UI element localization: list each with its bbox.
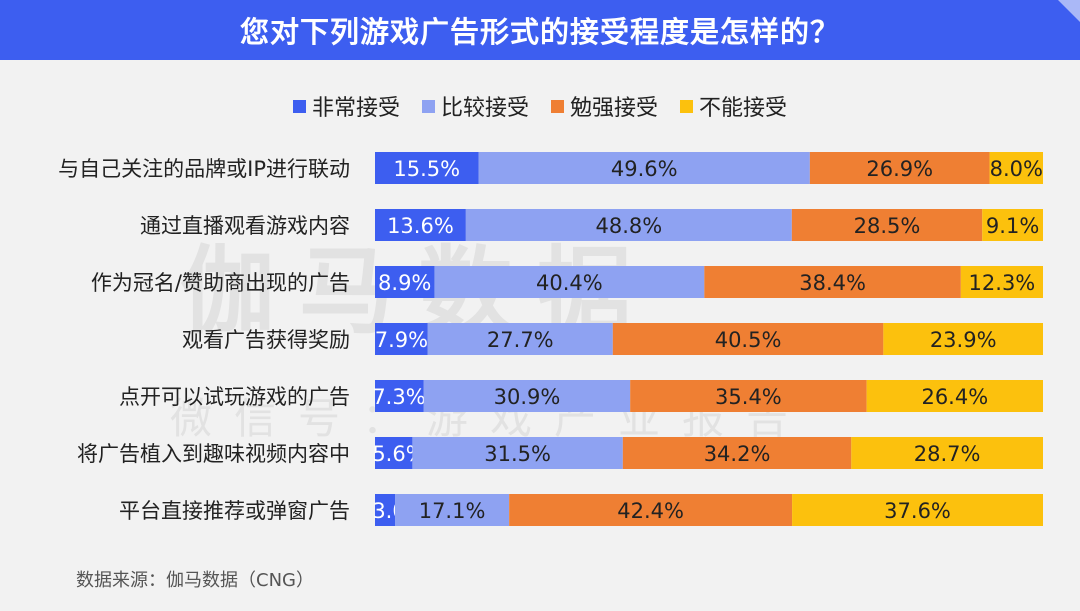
bar-segment-0-1 bbox=[478, 152, 810, 184]
bar-segment-1-1 bbox=[465, 209, 792, 241]
data-label-3-2: 40.5% bbox=[715, 328, 782, 352]
legend-swatch-0 bbox=[292, 99, 306, 113]
legend-swatch-2 bbox=[551, 99, 564, 113]
legend-item-0: 非常接受 bbox=[292, 90, 400, 122]
data-label-3-0: 7.9% bbox=[375, 328, 428, 352]
data-label-0-1: 49.6% bbox=[611, 157, 678, 181]
category-label-0: 与自己关注的品牌或IP进行联动 bbox=[58, 157, 350, 181]
bar-segment-1-2 bbox=[791, 209, 983, 241]
data-label-1-0: 13.6% bbox=[387, 214, 454, 238]
data-label-2-1: 40.4% bbox=[536, 271, 603, 295]
data-label-4-0: 7.3% bbox=[372, 385, 425, 409]
data-label-6-2: 42.4% bbox=[617, 499, 684, 523]
data-label-0-2: 26.9% bbox=[866, 157, 933, 181]
data-label-1-3: 9.1% bbox=[986, 214, 1039, 238]
bar-segment-3-3 bbox=[883, 323, 1043, 355]
bar-segment-5-0 bbox=[375, 437, 413, 469]
data-label-2-2: 38.4% bbox=[799, 271, 866, 295]
bar-segment-2-0 bbox=[375, 266, 435, 298]
bar-segment-2-2 bbox=[704, 266, 961, 298]
category-label-1: 通过直播观看游戏内容 bbox=[140, 214, 350, 238]
title-bar: 您对下列游戏广告形式的接受程度是怎样的？ bbox=[0, 0, 1080, 60]
data-label-5-2: 34.2% bbox=[704, 442, 771, 466]
data-label-0-3: 8.0% bbox=[990, 157, 1043, 181]
bar-segment-5-1 bbox=[412, 437, 623, 469]
source-note: 数据来源：伽马数据（CNG） bbox=[76, 570, 314, 591]
bar-segment-4-1 bbox=[423, 380, 631, 412]
legend-swatch-3 bbox=[680, 99, 694, 113]
category-label-4: 点开可以试玩游戏的广告 bbox=[119, 385, 350, 409]
bar-segment-5-2 bbox=[622, 437, 852, 469]
bar-segment-1-3 bbox=[982, 209, 1043, 241]
legend-item-3: 不能接受 bbox=[680, 90, 787, 122]
bar-segment-4-0 bbox=[375, 380, 424, 412]
data-label-0-0: 15.5% bbox=[393, 157, 460, 181]
data-label-6-1: 17.1% bbox=[419, 499, 486, 523]
bar-segment-6-2 bbox=[509, 494, 793, 526]
data-label-4-1: 30.9% bbox=[494, 385, 561, 409]
category-label-2: 作为冠名/赞助商出现的广告 bbox=[91, 271, 350, 295]
data-label-4-2: 35.4% bbox=[715, 385, 782, 409]
legend-swatch-1 bbox=[421, 99, 435, 113]
data-label-1-2: 28.5% bbox=[854, 214, 921, 238]
data-label-3-1: 27.7% bbox=[487, 328, 554, 352]
bar-segment-0-0 bbox=[375, 152, 479, 184]
bar-segment-3-2 bbox=[612, 323, 884, 355]
bar-segment-6-0 bbox=[375, 494, 396, 526]
bar-segment-4-2 bbox=[630, 380, 867, 412]
bar-segment-3-1 bbox=[427, 323, 613, 355]
bar-segment-0-3 bbox=[989, 152, 1043, 184]
data-label-6-3: 37.6% bbox=[884, 499, 951, 523]
legend-label-3: 不能接受 bbox=[699, 96, 788, 121]
bar-segment-1-0 bbox=[375, 209, 466, 241]
category-label-3: 观看广告获得奖励 bbox=[182, 328, 350, 352]
bar-segment-2-1 bbox=[434, 266, 705, 298]
bar-segment-6-1 bbox=[395, 494, 510, 526]
bar-segment-4-3 bbox=[866, 380, 1043, 412]
category-label-5: 将广告植入到趣味视频内容中 bbox=[77, 442, 350, 466]
bar-segment-6-3 bbox=[792, 494, 1043, 526]
bar-segment-3-0 bbox=[375, 323, 428, 355]
data-label-3-3: 23.9% bbox=[930, 328, 997, 352]
legend-label-0: 非常接受 bbox=[311, 96, 400, 121]
bar-segment-2-3 bbox=[960, 266, 1043, 298]
corner-decoration bbox=[1058, 0, 1080, 22]
chart-title: 您对下列游戏广告形式的接受程度是怎样的？ bbox=[239, 15, 840, 49]
data-label-2-0: 8.9% bbox=[378, 271, 431, 295]
legend-item-1: 比较接受 bbox=[421, 90, 529, 122]
bar-segment-5-3 bbox=[851, 437, 1043, 469]
data-label-2-3: 12.3% bbox=[969, 271, 1036, 295]
data-label-1-1: 48.8% bbox=[595, 214, 662, 238]
category-label-6: 平台直接推荐或弹窗广告 bbox=[119, 499, 350, 523]
data-label-5-1: 31.5% bbox=[484, 442, 551, 466]
bar-segment-0-2 bbox=[809, 152, 990, 184]
data-label-4-3: 26.4% bbox=[921, 385, 988, 409]
legend-label-2: 勉强接受 bbox=[570, 96, 659, 121]
legend-label-1: 比较接受 bbox=[440, 96, 529, 121]
legend-item-2: 勉强接受 bbox=[551, 90, 658, 122]
data-label-5-3: 28.7% bbox=[914, 442, 981, 466]
legend: 非常接受 比较接受 勉强接受 不能接受 bbox=[0, 90, 1080, 122]
